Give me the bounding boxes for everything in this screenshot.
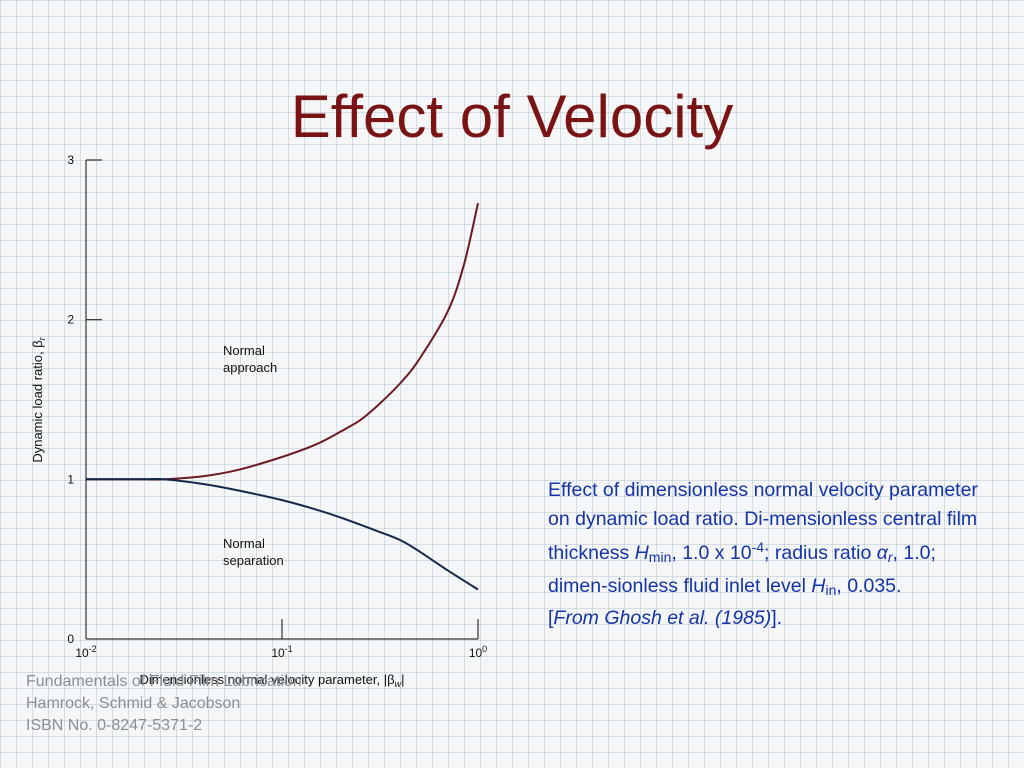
- caption-text-3: ; radius ratio: [764, 542, 877, 565]
- chart-labels: Normal approach Normal separation Dimensionl…: [30, 336, 404, 689]
- caption-source-close: ].: [771, 607, 783, 630]
- caption-alpha-sub: r: [887, 549, 893, 566]
- series-label: Normal: [223, 536, 265, 551]
- series-label: separation: [223, 553, 284, 568]
- caption-text-2: , 1.0 x 10: [671, 542, 752, 565]
- y-tick-label: 2: [67, 313, 74, 327]
- x-axis-title: Dimensionless normal velocity parameter,…: [140, 672, 405, 689]
- x-tick-label: 10-1: [271, 644, 292, 660]
- footer-line-2: Hamrock, Schmid & Jacobson: [26, 695, 241, 712]
- caption-text-4: , 1.0; dimen-sionless fluid inlet level: [548, 542, 936, 597]
- footer-line-1: Fundamentals of Fluid Film Lubrication: [26, 673, 302, 690]
- caption-alpha: α: [876, 542, 888, 565]
- caption-text-5: , 0.035.: [836, 574, 902, 597]
- series-label: approach: [223, 360, 277, 375]
- slide-title: Effect of Velocity: [290, 83, 734, 150]
- figure-caption: Effect of dimensionless normal velocity …: [548, 476, 988, 633]
- chart-ticks: 0 1 2 3 10-2 10-1 100: [67, 153, 487, 660]
- caption-source: From Ghosh et al. (1985): [553, 607, 772, 630]
- caption-h-min-sub: min: [648, 549, 672, 566]
- footer-line-3: ISBN No. 0-8247-5371-2: [26, 717, 203, 734]
- series-label: Normal: [223, 343, 265, 358]
- caption-h-in: H: [811, 574, 826, 597]
- series-line-normal-approach: [85, 202, 479, 481]
- y-axis-title: Dynamic load ratio, βr: [30, 336, 47, 462]
- caption-h-in-sub: in: [825, 581, 837, 598]
- y-tick-label: 0: [67, 632, 74, 646]
- caption-source-open: [: [548, 607, 554, 630]
- footer-reference: Fundamentals of Fluid Film Lubrication H…: [26, 671, 302, 737]
- x-tick-label: 10-2: [75, 644, 96, 660]
- series-line-normal-separation: [85, 477, 479, 591]
- caption-text-1: Effect of dimensionless normal velocity …: [548, 479, 978, 565]
- y-tick-label: 1: [67, 472, 74, 486]
- x-tick-label: 100: [469, 644, 487, 660]
- caption-h-min: H: [634, 542, 649, 565]
- y-tick-label: 3: [67, 153, 74, 167]
- chart-series: [85, 202, 479, 591]
- caption-exponent: -4: [751, 539, 765, 556]
